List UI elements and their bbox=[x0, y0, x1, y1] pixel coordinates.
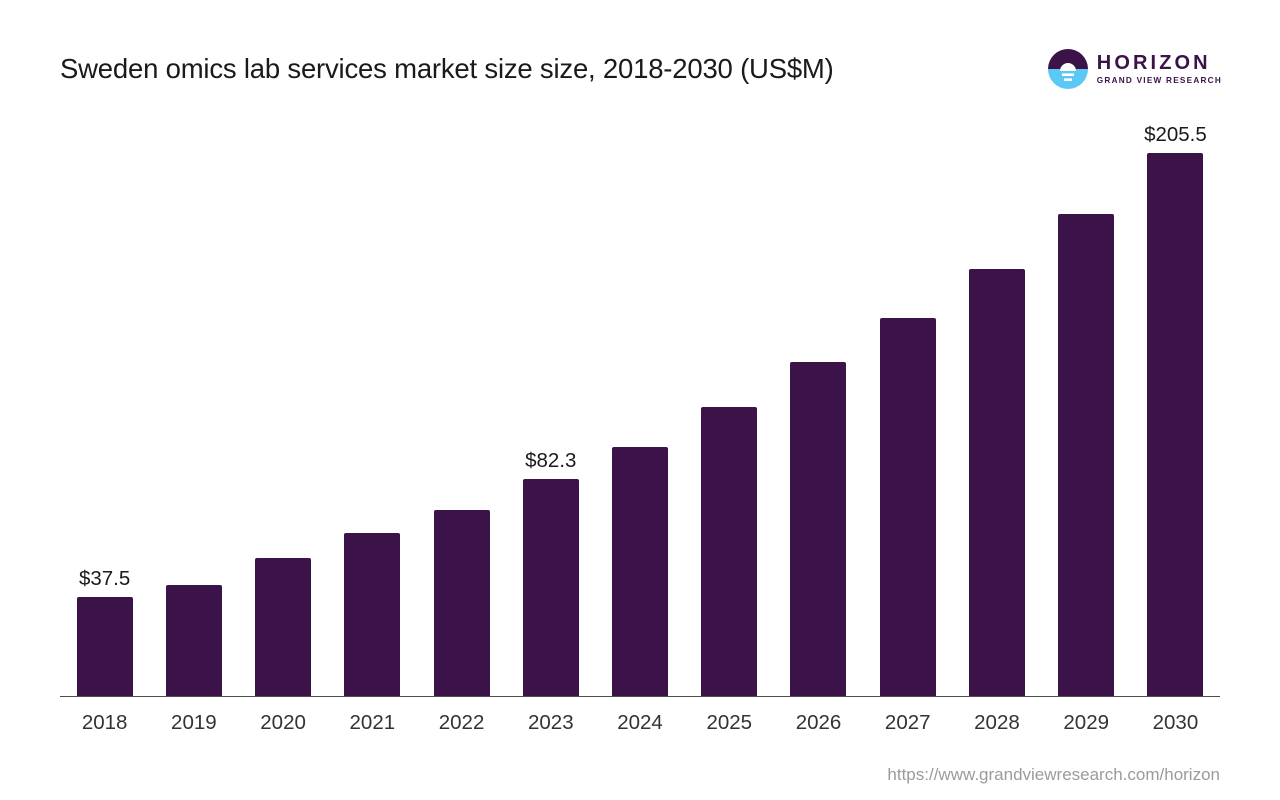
x-axis-tick-labels: 2018 2019 2020 2021 2022 2023 2024 2025 2026 2027… bbox=[60, 706, 1220, 740]
bar[interactable] bbox=[255, 558, 312, 696]
bar[interactable] bbox=[701, 406, 758, 696]
bar[interactable] bbox=[165, 585, 222, 696]
bar[interactable] bbox=[76, 596, 133, 696]
bar-group-2022[interactable] bbox=[417, 120, 506, 696]
brand-name: HORIZON bbox=[1096, 51, 1211, 74]
x-axis-line bbox=[60, 695, 1220, 697]
bar-group-2024[interactable] bbox=[595, 120, 684, 696]
bar[interactable] bbox=[612, 447, 669, 696]
bar[interactable] bbox=[344, 532, 401, 696]
brand-logo: HORIZON GRAND VIEW RESEARCH bbox=[1047, 48, 1222, 90]
bar-group-2029[interactable] bbox=[1042, 120, 1131, 696]
bar-group-2028[interactable] bbox=[952, 120, 1041, 696]
bar-group-2021[interactable] bbox=[328, 120, 417, 696]
bar-group-2027[interactable] bbox=[863, 120, 952, 696]
bar[interactable] bbox=[433, 509, 490, 696]
bar-value-label: $205.5 bbox=[1144, 123, 1207, 146]
chart-header: Sweden omics lab services market size si… bbox=[0, 0, 1280, 115]
x-tick-2019: 2019 bbox=[171, 711, 217, 734]
x-tick-2020: 2020 bbox=[260, 711, 306, 734]
page-title: Sweden omics lab services market size si… bbox=[60, 53, 834, 84]
brand-tagline: GRAND VIEW RESEARCH bbox=[1096, 75, 1222, 85]
bar[interactable] bbox=[522, 478, 579, 696]
x-tick-2030: 2030 bbox=[1152, 711, 1199, 734]
bar[interactable] bbox=[1058, 214, 1115, 696]
bar[interactable] bbox=[879, 317, 936, 696]
x-tick-2024: 2024 bbox=[617, 711, 663, 734]
bar-value-label: $37.5 bbox=[78, 566, 131, 590]
x-tick-2018: 2018 bbox=[81, 711, 128, 734]
plot-area: $37.5 $82.3 $205.5 bbox=[60, 120, 1220, 697]
x-tick-2028: 2028 bbox=[974, 711, 1020, 734]
bar[interactable] bbox=[1147, 153, 1204, 696]
bar-group-2030[interactable]: $205.5 bbox=[1131, 120, 1220, 696]
bar-group-2025[interactable] bbox=[685, 120, 774, 696]
bar-series: $37.5 $82.3 $205.5 bbox=[60, 120, 1220, 696]
bar-group-2020[interactable] bbox=[238, 120, 327, 696]
x-tick-2026: 2026 bbox=[795, 711, 842, 734]
bar[interactable] bbox=[968, 269, 1025, 696]
x-tick-2021: 2021 bbox=[349, 711, 396, 734]
bar-group-2019[interactable] bbox=[149, 120, 238, 696]
bar-value-label: $82.3 bbox=[525, 448, 577, 472]
x-tick-2022: 2022 bbox=[438, 711, 485, 734]
horizon-sunrise-icon bbox=[1047, 49, 1088, 89]
source-url[interactable]: https://www.grandviewresearch.com/horizo… bbox=[887, 765, 1220, 784]
x-tick-2027: 2027 bbox=[884, 711, 931, 734]
x-tick-2023: 2023 bbox=[527, 711, 574, 734]
bar-group-2018[interactable]: $37.5 bbox=[60, 120, 149, 696]
bar-group-2023[interactable]: $82.3 bbox=[506, 120, 595, 696]
x-tick-2025: 2025 bbox=[706, 711, 753, 734]
brand-wordmark: HORIZON GRAND VIEW RESEARCH bbox=[1097, 52, 1222, 87]
bar[interactable] bbox=[790, 362, 847, 696]
x-tick-2029: 2029 bbox=[1063, 711, 1109, 734]
bar-group-2026[interactable] bbox=[774, 120, 863, 696]
